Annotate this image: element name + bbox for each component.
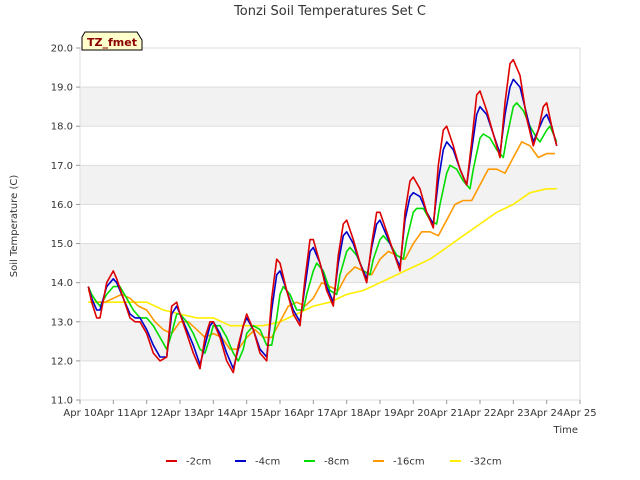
legend-item: -32cm xyxy=(450,457,502,468)
plot-frame xyxy=(79,47,581,401)
legend-item: -16cm xyxy=(373,457,425,468)
y-tick-label: 16.0 xyxy=(51,200,73,211)
legend-label: -2cm xyxy=(186,457,211,468)
grid-band xyxy=(80,321,580,361)
x-tick-label: Apr 19 xyxy=(363,408,396,419)
plot-bands xyxy=(80,87,580,361)
x-tick-label: Apr 21 xyxy=(430,408,463,419)
y-axis-label: Soil Temperature (C) xyxy=(9,175,20,278)
y-tick-label: 20.0 xyxy=(51,44,73,55)
x-tick-label: Apr 17 xyxy=(297,408,330,419)
legend-label: -4cm xyxy=(255,457,280,468)
y-tick-label: 13.0 xyxy=(51,317,73,328)
y-tick-label: 19.0 xyxy=(51,83,73,94)
x-axis-label: Time xyxy=(553,425,578,436)
x-tick-label: Apr 12 xyxy=(130,408,163,419)
legend: -2cm -4cm -8cm -16cm -32cm xyxy=(166,457,502,468)
legend-label: -32cm xyxy=(470,457,502,468)
series-line-m2cm xyxy=(87,58,558,374)
series-line-m16cm xyxy=(87,141,555,351)
series-lines xyxy=(87,58,558,374)
grid-band xyxy=(80,243,580,283)
grid-band xyxy=(80,165,580,205)
legend-label: -16cm xyxy=(393,457,425,468)
station-badge: TZ_fmet xyxy=(81,31,143,51)
x-tick-label: Apr 23 xyxy=(497,408,530,419)
chart-title: Tonzi Soil Temperatures Set C xyxy=(233,4,426,19)
x-tick-label: Apr 11 xyxy=(97,408,130,419)
x-tick-label: Apr 20 xyxy=(397,408,430,419)
plot-grid xyxy=(80,47,580,401)
y-tick-label: 12.0 xyxy=(51,356,73,367)
x-tick-label: Apr 22 xyxy=(463,408,496,419)
y-tick-label: 18.0 xyxy=(51,122,73,133)
x-tick-label: Apr 15 xyxy=(230,408,263,419)
y-tick-label: 11.0 xyxy=(51,396,73,407)
legend-label: -8cm xyxy=(324,457,349,468)
series-line-m8cm xyxy=(87,102,558,362)
x-axis-ticks: Apr 10 Apr 11 Apr 12 Apr 13 Apr 14 Apr 15 Apr … xyxy=(63,400,597,419)
y-axis-ticks: 11.0 12.0 13.0 14.0 15.0 16.0 17.0 18.0 19.0 20.0 xyxy=(51,44,80,407)
y-tick-label: 17.0 xyxy=(51,161,73,172)
badge-text: TZ_fmet xyxy=(87,36,137,49)
y-tick-label: 14.0 xyxy=(51,278,73,289)
x-tick-label: Apr 13 xyxy=(163,408,196,419)
y-tick-label: 15.0 xyxy=(51,239,73,250)
x-tick-label: Apr 18 xyxy=(330,408,363,419)
x-tick-label: Apr 16 xyxy=(263,408,296,419)
x-tick-label: Apr 24 xyxy=(530,408,563,419)
series-line-m32cm xyxy=(88,188,557,327)
legend-item: -8cm xyxy=(304,457,349,468)
x-tick-label: Apr 10 xyxy=(63,408,96,419)
legend-item: -4cm xyxy=(235,457,280,468)
x-tick-label: Apr 14 xyxy=(197,408,230,419)
x-tick-label: Apr 25 xyxy=(563,408,596,419)
badge-shape xyxy=(81,31,143,51)
legend-item: -2cm xyxy=(166,457,211,468)
grid-band xyxy=(80,87,580,127)
